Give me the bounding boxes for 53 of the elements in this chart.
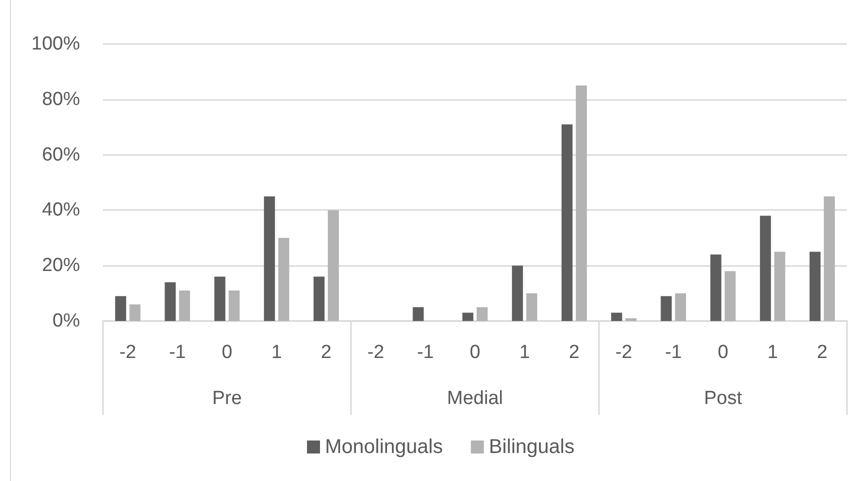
y-tick-label: 100% [31, 34, 80, 54]
text: Post [704, 388, 743, 409]
x-tick-label: 1 [519, 342, 530, 363]
bar [774, 252, 786, 321]
bar [462, 312, 474, 321]
bar [512, 266, 523, 321]
x-tick-label: 2 [816, 342, 828, 363]
bar [115, 296, 126, 321]
x-tick-label: 1 [271, 342, 282, 363]
bar [760, 216, 771, 321]
legend-label: Bilinguals [488, 436, 574, 458]
bar [824, 196, 835, 321]
x-tick-label: -1 [416, 342, 434, 363]
bar [611, 312, 622, 321]
y-tick-label: 0% [52, 310, 80, 332]
bar [724, 271, 736, 321]
text: Pre [212, 388, 242, 409]
x-tick-label: 0 [718, 342, 728, 363]
x-tick-label: -2 [367, 342, 384, 363]
bar [228, 290, 240, 321]
bar [278, 238, 290, 321]
bar [675, 293, 686, 321]
y-tick-label: 20% [42, 255, 80, 276]
x-tick-label: -2 [615, 342, 632, 363]
y-tick-label: 60% [42, 144, 80, 166]
x-tick-label: -1 [664, 342, 682, 363]
x-tick-label: -2 [119, 342, 136, 363]
y-tick-label: 80% [42, 88, 80, 110]
x-tick-label: 0 [222, 342, 232, 363]
text: Medial [447, 388, 503, 409]
bar [129, 304, 140, 321]
bar [264, 196, 275, 321]
x-tick-label: 0 [470, 342, 480, 363]
bar [164, 282, 176, 321]
bar [576, 86, 587, 321]
x-tick-label: -1 [168, 342, 186, 363]
y-tick-label: 40% [42, 200, 80, 221]
bar [625, 318, 636, 321]
bar [526, 293, 538, 321]
bar [214, 276, 226, 321]
x-tick-label: 2 [320, 342, 332, 363]
bar [660, 296, 672, 321]
x-tick-label: 2 [568, 342, 580, 363]
bar [810, 252, 821, 321]
bar [179, 290, 190, 321]
bar [562, 124, 573, 321]
bar [476, 307, 488, 321]
legend-label: Monolinguals [325, 436, 443, 458]
bar [412, 307, 424, 321]
x-tick-label: 1 [767, 342, 778, 363]
bar [328, 210, 339, 321]
bar [314, 276, 325, 321]
bar [710, 254, 722, 321]
